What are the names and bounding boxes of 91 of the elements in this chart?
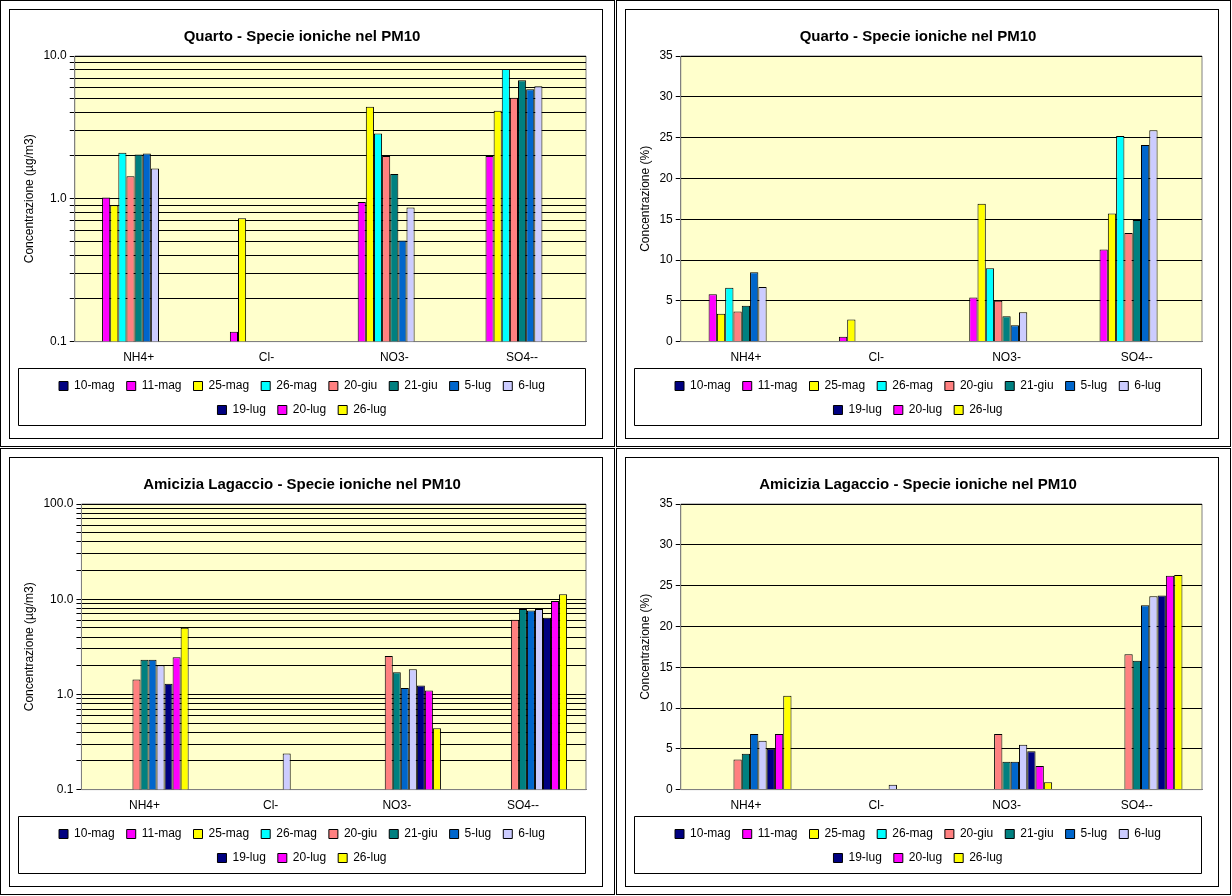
legend-label: 5-lug <box>464 826 492 841</box>
x-tick-label: Cl- <box>868 350 884 365</box>
legend-label: 25-mag <box>824 826 866 841</box>
chart-title: Quarto - Specie ioniche nel PM10 <box>183 27 421 45</box>
y-tick-label: 5 <box>666 741 674 756</box>
legend-label: 10-mag <box>690 378 731 393</box>
legend-label: 25-mag <box>208 826 250 841</box>
legend-label: 5-lug <box>464 378 492 393</box>
legend-label: 11-mag <box>757 378 798 393</box>
y-tick-label: 30 <box>659 537 674 552</box>
y-tick-label: 25 <box>659 129 674 144</box>
x-tick-label: NH4+ <box>730 798 762 813</box>
y-tick-label: 35 <box>659 496 674 511</box>
legend-label: 26-lug <box>969 402 1003 417</box>
x-tick-label: NO3- <box>992 350 1021 365</box>
legend-label: 21-giu <box>1020 826 1054 841</box>
x-tick-label: NH4+ <box>730 350 762 365</box>
y-tick-label: 35 <box>659 48 674 63</box>
legend-label: 11-mag <box>141 826 182 841</box>
legend-label: 20-giu <box>343 378 378 393</box>
y-tick-label: 15 <box>659 659 674 674</box>
y-tick-label: 30 <box>659 89 674 104</box>
legend-label: 25-mag <box>824 378 866 393</box>
x-tick-label: SO4-- <box>1120 350 1153 365</box>
legend-label: 19-lug <box>232 402 266 417</box>
chart-title: Amicizia Lagaccio - Specie ioniche nel PM10 <box>759 475 1077 493</box>
legend-label: 11-mag <box>757 826 798 841</box>
chart-title: Quarto - Specie ioniche nel PM10 <box>799 27 1037 45</box>
y-tick-label: 20 <box>659 618 674 633</box>
legend-label: 26-mag <box>276 826 317 841</box>
y-tick-label: 10.0 <box>43 48 68 63</box>
legend-label: 26-lug <box>353 402 387 417</box>
x-tick-label: Cl- <box>258 350 275 365</box>
legend-label: 19-lug <box>848 850 882 865</box>
legend-label: 20-lug <box>292 850 327 865</box>
y-tick-label: 25 <box>659 577 674 592</box>
y-axis-title: Concentrazione (µg/m3) <box>21 134 36 264</box>
y-tick-label: 15 <box>659 211 674 226</box>
x-tick-label: NO3- <box>382 798 412 813</box>
legend-label: 25-mag <box>208 378 250 393</box>
y-tick-label: 0.1 <box>50 333 68 348</box>
y-tick-label: 10 <box>659 700 674 715</box>
legend-label: 6-lug <box>1134 378 1161 393</box>
legend-label: 20-lug <box>908 402 943 417</box>
legend-label: 10-mag <box>74 378 115 393</box>
legend-label: 26-lug <box>353 850 387 865</box>
y-tick-label: 0 <box>666 333 674 348</box>
legend-label: 6-lug <box>518 378 545 393</box>
x-tick-label: NH4+ <box>128 798 161 813</box>
legend-label: 10-mag <box>690 826 731 841</box>
x-tick-label: SO4-- <box>506 350 539 365</box>
y-tick-label: 0.1 <box>56 781 74 796</box>
legend-label: 26-mag <box>892 826 933 841</box>
legend-label: 19-lug <box>232 850 266 865</box>
y-tick-label: 1.0 <box>56 686 74 701</box>
chart-title: Amicizia Lagaccio - Specie ioniche nel PM10 <box>143 475 461 493</box>
y-axis-title: Concentrazione (µg/m3) <box>21 582 36 712</box>
legend-label: 20-giu <box>959 378 994 393</box>
y-tick-label: 10 <box>659 252 674 267</box>
legend-label: 6-lug <box>518 826 545 841</box>
y-tick-label: 0 <box>666 781 674 796</box>
y-tick-label: 10.0 <box>50 591 74 606</box>
legend-label: 21-giu <box>404 826 438 841</box>
legend-label: 5-lug <box>1080 826 1108 841</box>
legend-label: 21-giu <box>404 378 438 393</box>
y-tick-label: 5 <box>666 293 674 308</box>
x-tick-label: SO4-- <box>1120 798 1153 813</box>
y-axis-title: Concentrazione (%) <box>637 145 652 252</box>
x-tick-label: SO4-- <box>506 798 539 813</box>
legend-label: 19-lug <box>848 402 882 417</box>
legend-label: 20-lug <box>908 850 943 865</box>
legend-label: 21-giu <box>1020 378 1054 393</box>
legend-label: 5-lug <box>1080 378 1108 393</box>
legend-label: 6-lug <box>1134 826 1161 841</box>
legend-label: 26-lug <box>969 850 1003 865</box>
y-tick-label: 100.0 <box>43 496 74 511</box>
legend-label: 20-lug <box>292 402 327 417</box>
x-tick-label: NO3- <box>379 350 409 365</box>
y-tick-label: 20 <box>659 170 674 185</box>
x-tick-label: NO3- <box>992 798 1021 813</box>
x-tick-label: Cl- <box>262 798 279 813</box>
legend-label: 10-mag <box>74 826 115 841</box>
legend-label: 20-giu <box>959 826 994 841</box>
legend-label: 11-mag <box>141 378 182 393</box>
x-tick-label: Cl- <box>868 798 884 813</box>
x-tick-label: NH4+ <box>123 350 155 365</box>
legend-label: 26-mag <box>892 378 933 393</box>
y-tick-label: 1.0 <box>50 191 68 206</box>
legend-label: 20-giu <box>343 826 378 841</box>
y-axis-title: Concentrazione (%) <box>637 593 652 700</box>
legend-label: 26-mag <box>276 378 317 393</box>
